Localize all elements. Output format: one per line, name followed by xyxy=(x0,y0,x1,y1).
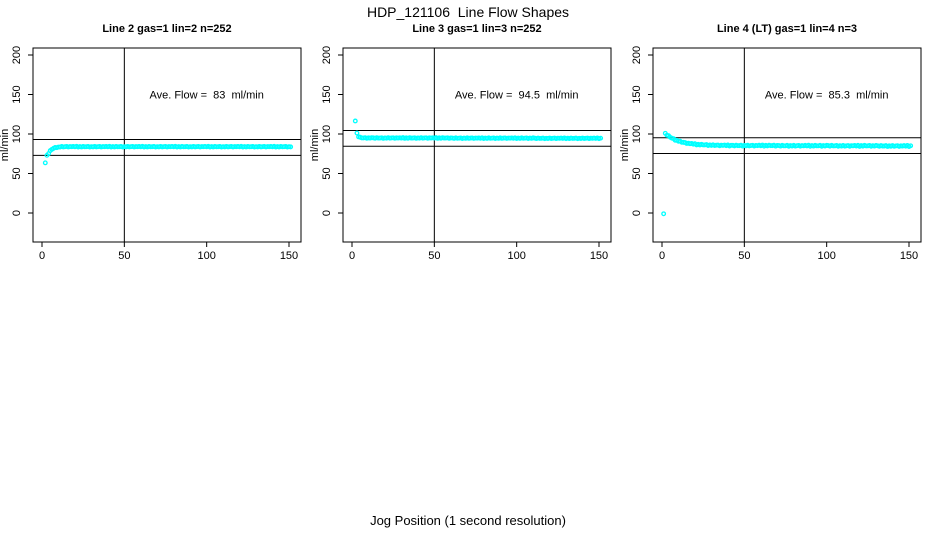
x-axis-label: Jog Position (1 second resolution) xyxy=(370,513,566,528)
plot-box xyxy=(652,47,922,243)
scatter-plot-line-4: 0 50 100 150 0 50 100 150 200 ml/min Ave. Flow = 8… xyxy=(620,46,922,262)
y-tick-label: 100 xyxy=(11,125,23,143)
x-tick-label: 50 xyxy=(428,250,440,262)
ave-flow-annotation: Ave. Flow = 83 ml/min xyxy=(149,90,263,102)
x-tick-label: 50 xyxy=(118,250,130,262)
data-point xyxy=(42,160,48,166)
x-tick-label: 0 xyxy=(39,250,45,262)
y-axis-title: ml/min xyxy=(0,129,11,161)
x-tick-label: 100 xyxy=(197,250,215,262)
panel-line-2: Line 2 gas=1 lin=2 n=252 0 50 100 150 0 50 100… xyxy=(0,0,316,285)
y-tick-label: 0 xyxy=(321,210,333,216)
x-tick-label: 100 xyxy=(817,250,835,262)
page-title: HDP_121106 Line Flow Shapes xyxy=(366,4,570,20)
x-tick-label: 150 xyxy=(590,250,608,262)
y-tick-label: 200 xyxy=(321,46,333,64)
panel-line-3: Line 3 gas=1 lin=3 n=252 0 50 100 150 0 50 100… xyxy=(310,0,626,285)
x-tick-label: 100 xyxy=(507,250,525,262)
data-point xyxy=(288,144,294,150)
y-axis-title: ml/min xyxy=(310,129,321,161)
scatter-plot-line-3: 0 50 100 150 0 50 100 150 200 ml/min Ave. Flow = 9… xyxy=(310,46,612,262)
y-axis-title: ml/min xyxy=(620,129,631,161)
y-tick-label: 50 xyxy=(631,167,643,179)
data-point xyxy=(352,118,358,124)
plot-box xyxy=(342,47,612,243)
x-tick-label: 150 xyxy=(280,250,298,262)
y-tick-label: 0 xyxy=(11,210,23,216)
y-tick-label: 100 xyxy=(321,125,333,143)
panel-title-line-4: Line 4 (LT) gas=1 lin=4 n=3 xyxy=(716,23,858,35)
plot-box xyxy=(32,47,302,243)
y-tick-label: 150 xyxy=(11,85,23,103)
y-tick-label: 100 xyxy=(631,125,643,143)
panel-line-4: Line 4 (LT) gas=1 lin=4 n=3 0 50 100 150 0 50… xyxy=(620,0,936,285)
y-tick-label: 150 xyxy=(631,85,643,103)
y-tick-label: 50 xyxy=(321,167,333,179)
y-tick-label: 150 xyxy=(321,85,333,103)
y-tick-label: 50 xyxy=(11,167,23,179)
panel-title-line-2: Line 2 gas=1 lin=2 n=252 xyxy=(102,23,232,35)
ave-flow-annotation: Ave. Flow = 85.3 ml/min xyxy=(765,90,889,102)
y-tick-label: 0 xyxy=(631,210,643,216)
panel-title-line-3: Line 3 gas=1 lin=3 n=252 xyxy=(412,23,542,35)
ave-flow-annotation: Ave. Flow = 94.5 ml/min xyxy=(455,90,579,102)
data-point xyxy=(908,143,914,149)
scatter-plot-line-2: 0 50 100 150 0 50 100 150 200 ml/min Ave. Flow = 8… xyxy=(0,46,302,262)
x-tick-label: 50 xyxy=(738,250,750,262)
data-points xyxy=(352,118,604,142)
data-points xyxy=(661,130,914,217)
x-tick-label: 0 xyxy=(349,250,355,262)
data-point xyxy=(354,130,360,136)
y-tick-label: 200 xyxy=(631,46,643,64)
y-tick-label: 200 xyxy=(11,46,23,64)
x-tick-label: 0 xyxy=(659,250,665,262)
x-tick-label: 150 xyxy=(900,250,918,262)
data-points xyxy=(42,143,294,166)
data-point xyxy=(661,211,667,217)
data-point xyxy=(598,135,604,141)
